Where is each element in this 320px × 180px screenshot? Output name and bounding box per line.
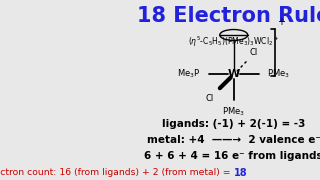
Text: 18: 18 <box>234 168 247 178</box>
Text: ($\eta^5$-C$_5$H$_5$)(PMe$_3$)$_3$WCl$_2$$^+$: ($\eta^5$-C$_5$H$_5$)(PMe$_3$)$_3$WCl$_2… <box>188 34 279 49</box>
Text: 6 + 6 + 4 = 16 e⁻ from ligands: 6 + 6 + 4 = 16 e⁻ from ligands <box>144 151 320 161</box>
Text: 18 Electron Rule: 18 Electron Rule <box>137 6 320 26</box>
Text: +: + <box>277 17 285 27</box>
Text: total electron count: 16 (from ligands) + 2 (from metal) =: total electron count: 16 (from ligands) … <box>0 168 234 177</box>
Text: PMe$_3$: PMe$_3$ <box>267 68 290 80</box>
Text: Me$_3$P: Me$_3$P <box>177 68 201 80</box>
Text: W: W <box>228 69 240 79</box>
Text: Cl: Cl <box>206 94 214 103</box>
Text: ligands: (-1) + 2(-1) = -3: ligands: (-1) + 2(-1) = -3 <box>162 119 305 129</box>
Text: PMe$_3$: PMe$_3$ <box>222 105 245 118</box>
Text: Cl: Cl <box>250 48 258 57</box>
Text: metal: +4  ——→  2 valence e⁻: metal: +4 ——→ 2 valence e⁻ <box>147 135 320 145</box>
